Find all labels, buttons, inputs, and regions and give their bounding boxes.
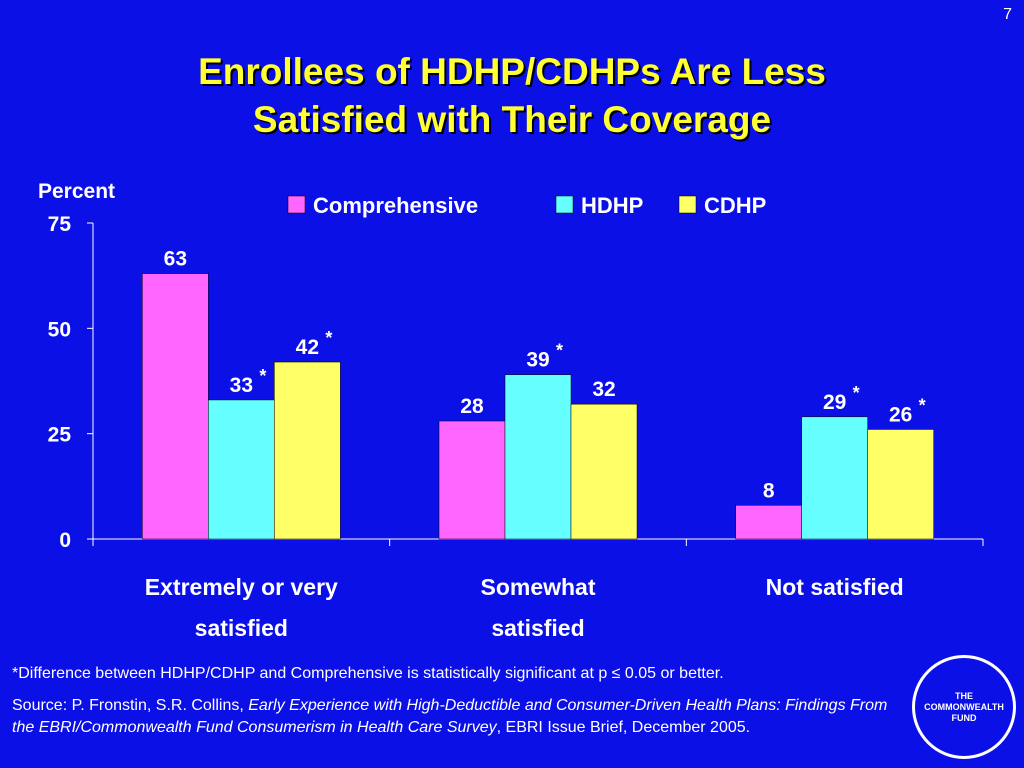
source-prefix: Source: P. Fronstin, S.R. Collins, [12,697,249,714]
bar-cdhp-0 [274,361,341,540]
legend-swatch-comprehensive [287,195,306,214]
logo-line-3: FUND [951,712,977,723]
category-label: Extremely or very [145,574,338,600]
significance-marker: * [853,383,860,403]
title-line-2: Satisfied with Their Coverage [252,99,772,140]
legend-swatch-hdhp [555,195,574,214]
y-axis-label: Percent [38,180,115,203]
bar-cdhp-2 [867,429,934,540]
data-label: 39 [526,349,549,372]
title-line-1: Enrollees of HDHP/CDHPs Are Less [198,51,826,92]
data-label: 29 [823,391,846,414]
bar-hdhp-0 [208,399,275,540]
data-label: 28 [460,395,484,418]
source-title: Early Experience with High-Deductible an… [12,697,888,736]
bar-chart: Percent 0 25 50 75 63 33 * 42 * Extremely or very s… [38,180,984,641]
category-label: satisfied [491,615,584,641]
y-tick-label: 0 [59,529,71,552]
legend-label-cdhp: CDHP [704,193,766,218]
logo-line-2: COMMONWEALTH [924,701,1004,712]
significance-marker: * [259,366,266,386]
legend-swatch-cdhp [678,195,697,214]
bar-comprehensive-2 [735,505,802,540]
slide-title: Enrollees of HDHP/CDHPs Are Less Satisfi… [0,48,1024,144]
source-citation: Source: P. Fronstin, S.R. Collins, Early… [12,695,907,739]
data-label: 32 [592,378,615,401]
logo-line-1: THE [955,690,973,701]
legend-label-comprehensive: Comprehensive [313,193,478,218]
category-label: Not satisfied [766,574,904,600]
data-label: 42 [296,336,319,359]
data-label: 33 [230,374,253,397]
commonwealth-fund-logo: THE COMMONWEALTH FUND [912,655,1016,759]
bar-hdhp-1 [504,374,572,540]
legend-label-hdhp: HDHP [581,193,643,218]
significance-marker: * [919,395,926,415]
category-label: Somewhat [480,574,595,600]
bar-hdhp-2 [801,416,868,540]
y-tick-label: 50 [48,318,71,341]
source-suffix: , EBRI Issue Brief, December 2005. [496,719,751,736]
slide-number: 7 [1003,6,1012,23]
data-label: 63 [164,248,187,271]
data-label: 26 [889,403,912,426]
significance-marker: * [556,341,563,361]
footnote: *Difference between HDHP/CDHP and Compre… [12,665,724,682]
bar-comprehensive-0 [142,273,209,540]
data-label: 8 [763,479,775,502]
significance-marker: * [325,328,332,348]
y-tick-label: 25 [48,424,72,447]
y-tick-label: 75 [48,213,72,236]
category-label: satisfied [195,615,288,641]
bar-cdhp-1 [570,403,638,540]
bar-comprehensive-1 [438,420,506,540]
